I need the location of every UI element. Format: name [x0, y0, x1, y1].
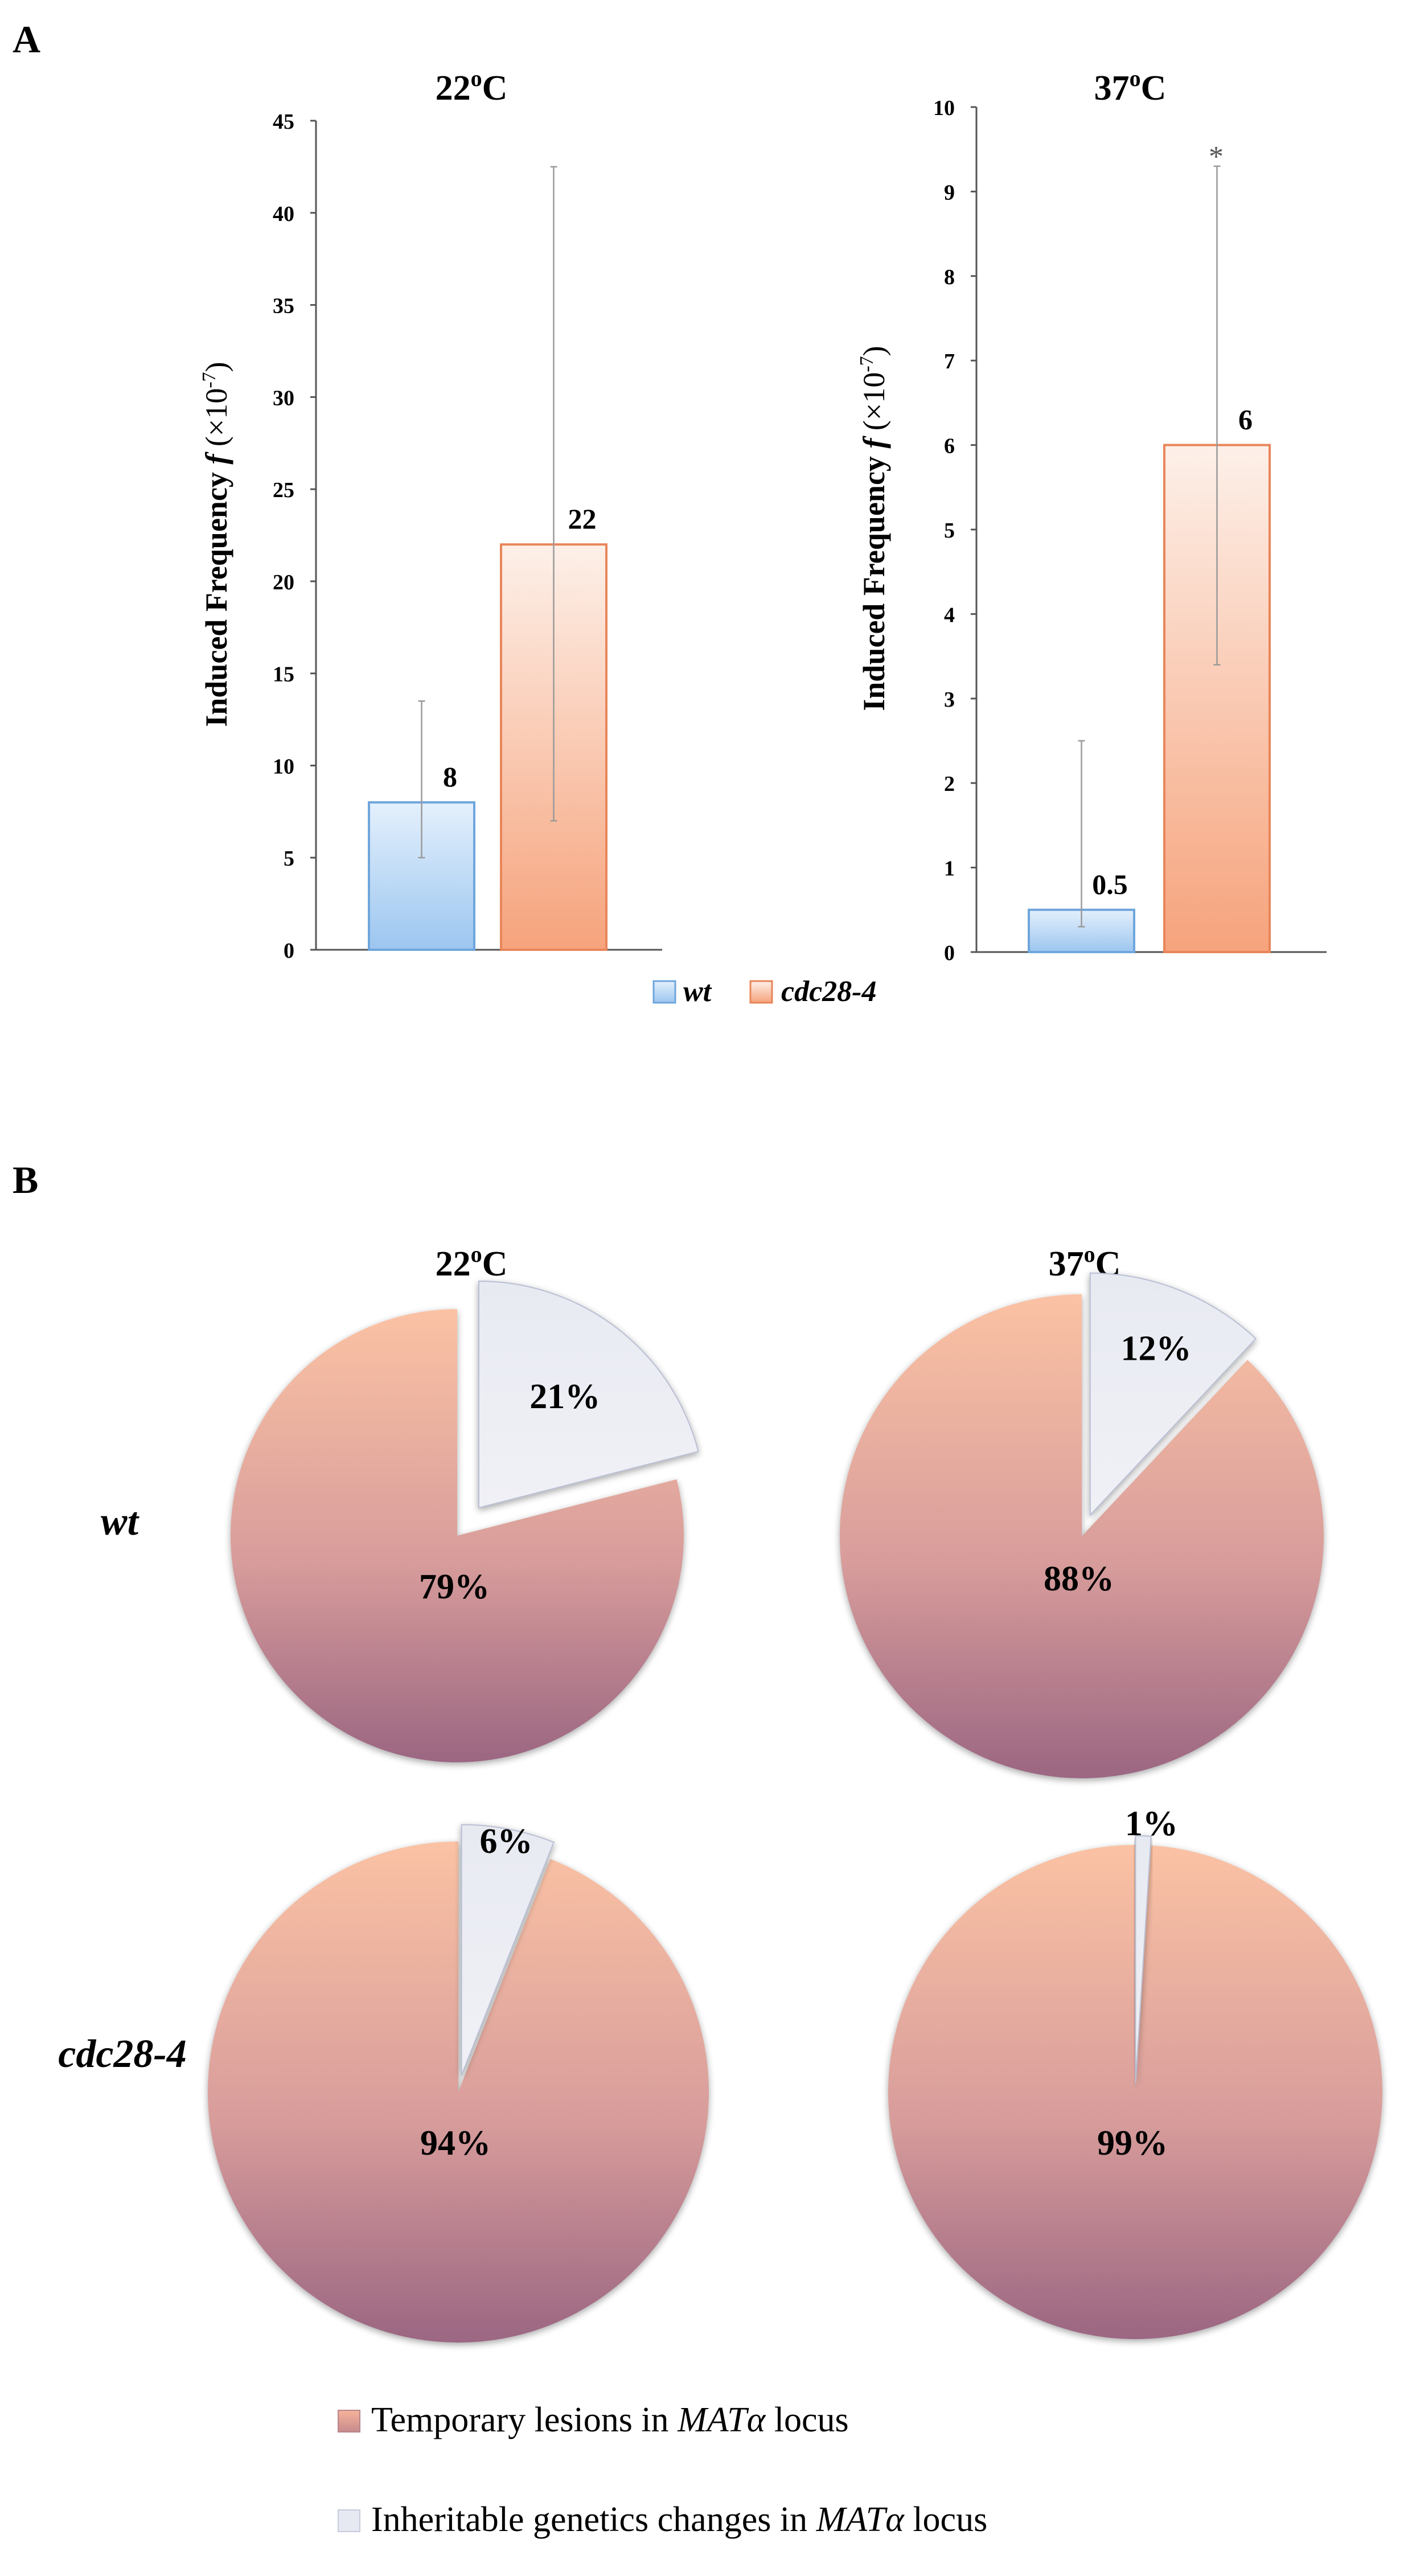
data-label-cdc28-4: 6: [1238, 404, 1253, 436]
pie-col-header-22c: 22oC: [436, 1241, 508, 1283]
data-label-wt: 8: [443, 761, 457, 793]
pie-slice-temporary: [207, 1841, 709, 2343]
panel-label-a: A: [13, 18, 40, 61]
pie-slice-temporary: [888, 1845, 1383, 2339]
y-tick-label: 6: [944, 434, 955, 458]
y-tick-label: 15: [273, 663, 294, 687]
chart-title-22c: 22oC: [436, 65, 508, 108]
y-tick-label: 10: [273, 754, 294, 778]
significance-marker: *: [1209, 141, 1224, 173]
y-tick-label: 45: [273, 110, 294, 134]
legend-label-wt: wt: [683, 975, 712, 1008]
pie-label-temporary: 94%: [420, 2124, 491, 2163]
y-tick-label: 30: [273, 386, 294, 410]
y-tick-label: 8: [944, 265, 955, 289]
data-label-wt: 0.5: [1092, 868, 1128, 900]
y-tick-label: 35: [273, 294, 294, 318]
y-axis-label-37c: Induced Frequency f (×10-7): [856, 346, 891, 711]
y-tick-label: 5: [944, 519, 955, 543]
bar-chart-22c: 22oC Induced Frequency f (×10-7) 0 5 10 15 2…: [199, 65, 662, 963]
legend-swatch-cdc28-4: [749, 980, 773, 1004]
y-axis-label-22c: Induced Frequency f (×10-7): [199, 362, 233, 727]
y-tick-label: 40: [273, 202, 294, 226]
legend-label-temporary: Temporary lesions in MATα locus: [371, 2401, 849, 2439]
pie-wt-22c: 79% 21%: [230, 1281, 699, 1762]
y-tick-label: 3: [944, 688, 955, 712]
y-tick-label: 7: [944, 350, 955, 374]
y-tick-label: 4: [944, 603, 955, 627]
legend-swatch-inheritable: [338, 2509, 360, 2532]
pie-label-temporary: 88%: [1044, 1560, 1114, 1598]
pie-row-header-wt: wt: [101, 1500, 140, 1544]
pie-row-header-cdc28-4: cdc28-4: [58, 2032, 186, 2076]
pie-label-inheritable: 12%: [1121, 1329, 1192, 1368]
pie-label-temporary: 99%: [1097, 2124, 1168, 2163]
pie-slice-inheritable: [478, 1281, 699, 1509]
y-tick-label: 2: [944, 772, 955, 796]
y-tick-label: 20: [273, 571, 294, 594]
y-tick-label: 0: [284, 939, 294, 963]
legend-label-inheritable: Inheritable genetics changes in MATα loc…: [371, 2500, 987, 2539]
bar-chart-37c: 37oC Induced Frequency f (×10-7) 0 1 2 3 4 5 6…: [856, 65, 1327, 965]
legend-swatch-temporary: [338, 2410, 360, 2433]
pie-label-temporary: 79%: [419, 1568, 490, 1606]
y-tick-label: 1: [944, 857, 955, 881]
y-tick-label: 10: [933, 96, 955, 120]
pie-label-inheritable: 1%: [1125, 1804, 1178, 1843]
legend-swatch-wt: [652, 980, 676, 1004]
pie-slice-inheritable: [461, 1824, 555, 2075]
chart-title-37c: 37oC: [1094, 65, 1167, 108]
legend-bar: wt cdc28-4: [652, 975, 876, 1008]
pie-cdc28-4-22c: 94% 6%: [207, 1822, 709, 2343]
y-tick-label: 9: [944, 181, 955, 204]
y-tick-label: 5: [284, 847, 294, 871]
pie-wt-37c: 88% 12%: [840, 1272, 1324, 1778]
pie-label-inheritable: 21%: [529, 1377, 600, 1416]
pie-slice-inheritable: [1135, 1835, 1152, 2083]
legend-pie: Temporary lesions in MATα locus Inherita…: [338, 2401, 987, 2539]
pie-slice-inheritable: [1089, 1272, 1257, 1517]
pie-slice-temporary: [840, 1294, 1324, 1778]
pie-slice-temporary: [230, 1309, 684, 1762]
pie-label-inheritable: 6%: [479, 1822, 532, 1861]
legend-label-cdc28-4: cdc28-4: [781, 975, 876, 1008]
y-tick-label: 0: [944, 941, 955, 965]
pie-cdc28-4-37c: 99% 1%: [888, 1804, 1383, 2339]
data-label-cdc28-4: 22: [568, 503, 597, 535]
y-tick-label: 25: [273, 478, 294, 502]
panel-label-b: B: [13, 1158, 38, 1201]
